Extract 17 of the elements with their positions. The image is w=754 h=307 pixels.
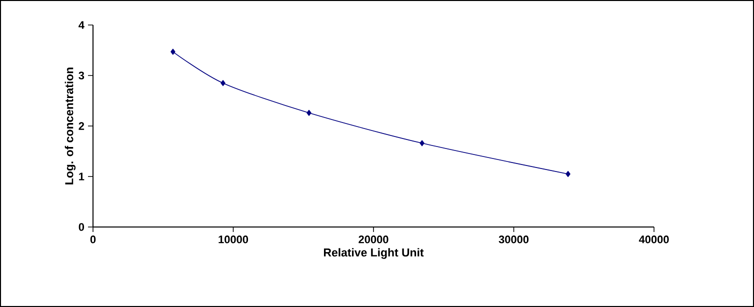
y-tick-label: 1 — [79, 172, 84, 180]
point — [566, 170, 570, 177]
x-tick-label: 20000 — [358, 236, 388, 244]
x-tick-label: 0 — [90, 236, 96, 244]
point — [306, 110, 312, 116]
x-axis-title: Relative Light Unit — [324, 248, 424, 259]
y-axis-title: Log. of concentration — [64, 68, 76, 184]
point — [170, 48, 176, 55]
x-tick-label: 40000 — [638, 236, 669, 244]
x-tick-label: 30000 — [498, 236, 529, 244]
point — [420, 140, 424, 146]
y-tick-label: 2 — [78, 122, 84, 130]
y-tick-label: 3 — [78, 72, 84, 80]
point — [220, 80, 226, 86]
y-tick-label: 0 — [78, 223, 84, 231]
x-tick-label: 10000 — [218, 236, 248, 244]
y-tick-label: 4 — [78, 21, 84, 29]
